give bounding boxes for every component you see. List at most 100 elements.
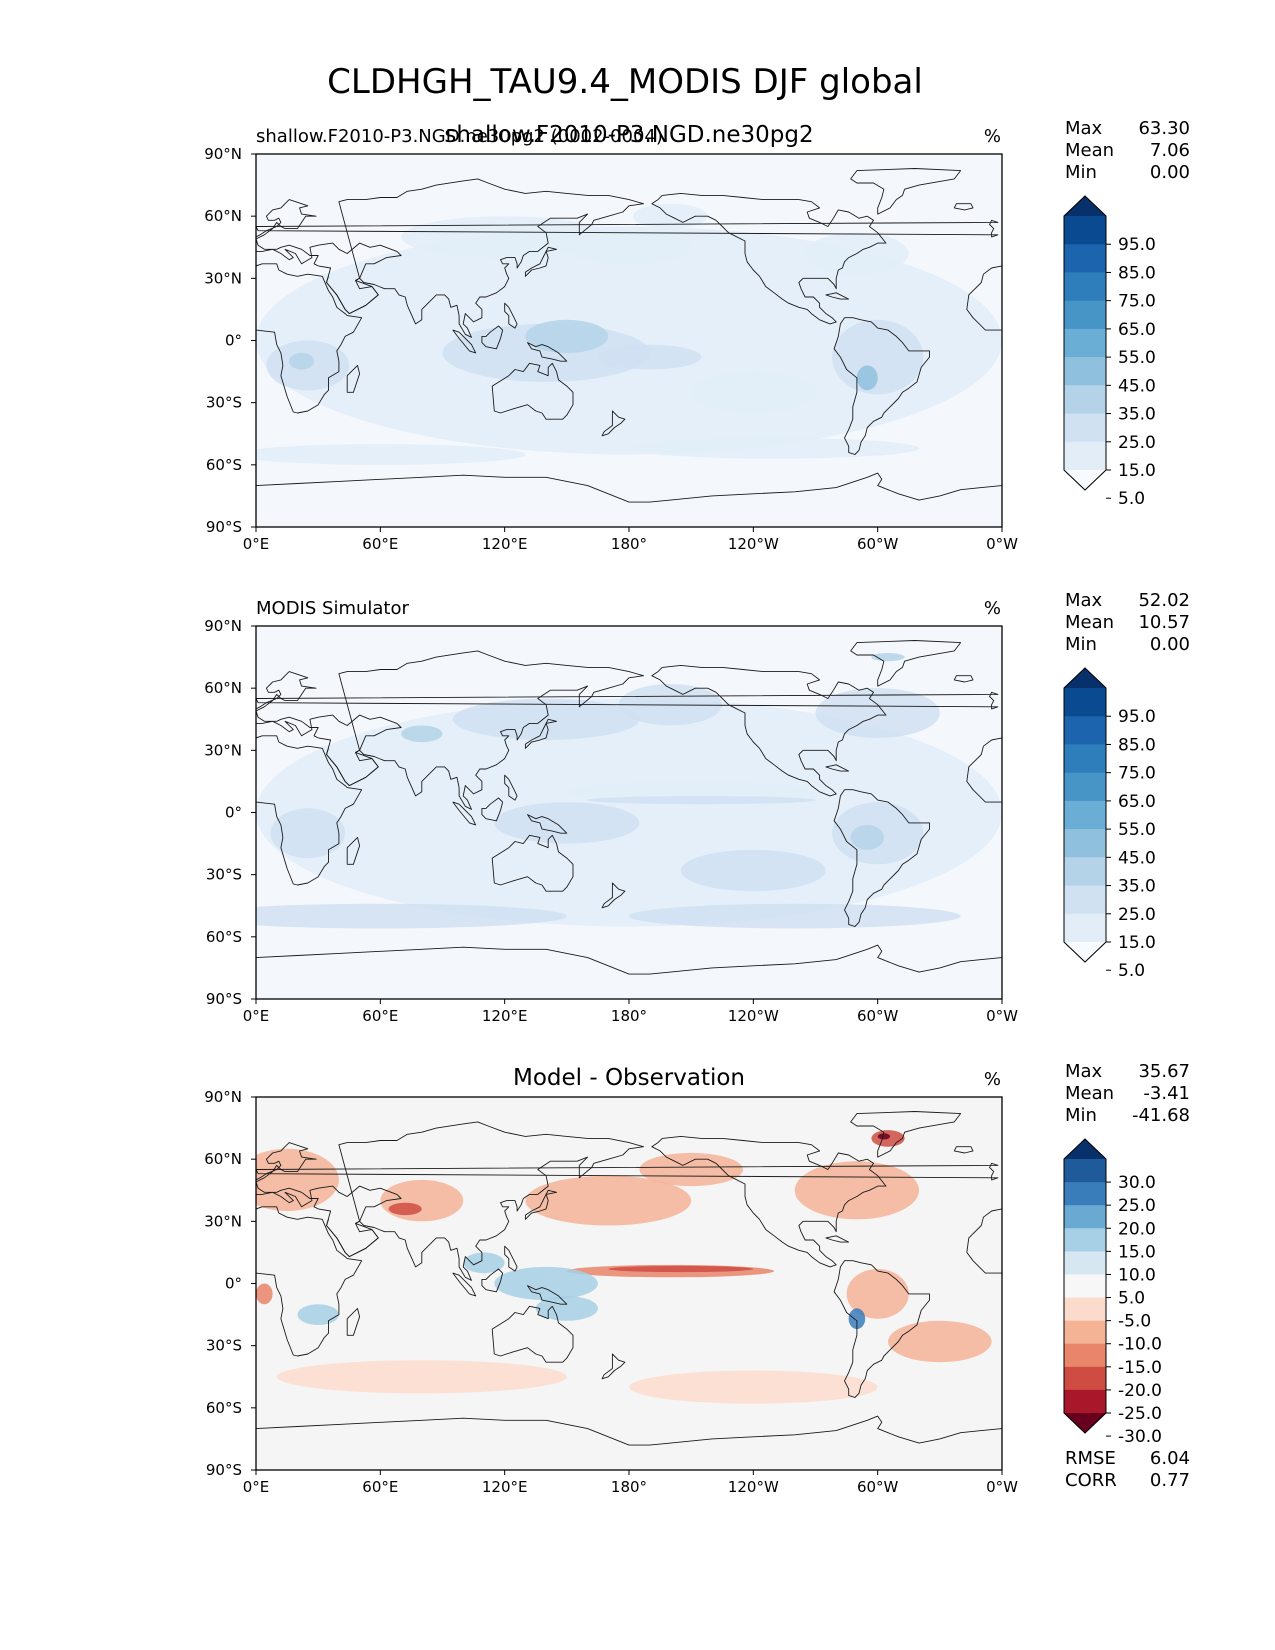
coastline-europe: [256, 671, 402, 787]
panel-center-label: shallow.F2010-P3.NGD.ne30pg2: [444, 122, 813, 148]
colorbar-segment: [1064, 1274, 1106, 1299]
coastline-britain: [256, 219, 999, 238]
y-tick-label: 90°S: [206, 1461, 242, 1479]
y-tick-label: 30°S: [206, 866, 242, 884]
x-tick-label: 0°W: [986, 535, 1018, 553]
coastline-cuba: [825, 764, 850, 772]
x-tick-label: 0°E: [243, 1478, 270, 1496]
field-contour: [566, 230, 692, 264]
colorbar-segment: [1064, 1182, 1106, 1206]
x-tick-label: 180°: [611, 1478, 647, 1496]
x-tick-label: 0°W: [986, 1007, 1018, 1025]
field-contour: [629, 903, 961, 929]
coastline-newZealand: [601, 410, 626, 437]
field-contour: [680, 849, 826, 892]
coastline-borneo: [481, 325, 504, 350]
colorbar-tick-label: 45.0: [1118, 848, 1156, 868]
colorbar-segment: [1064, 1228, 1106, 1252]
field-contour: [597, 344, 702, 370]
coastline-sumatra: [452, 329, 477, 354]
colorbar-tick-label: 35.0: [1118, 405, 1156, 425]
x-tick-label: 60°E: [362, 1007, 398, 1025]
colorbar-segment: [1064, 716, 1106, 745]
field-contour: [401, 725, 443, 743]
coastline-newGuinea: [527, 342, 568, 362]
panel-left-label: MODIS Simulator: [256, 598, 409, 619]
stat-label-min: Min: [1065, 634, 1097, 655]
colorbar-segment: [1064, 441, 1106, 471]
colorbar-segment: [1064, 413, 1106, 443]
coastline-greenland: [850, 168, 962, 215]
colorbar-tick-label: -5.0: [1118, 1312, 1151, 1332]
colorbar-segment: [1064, 772, 1106, 802]
y-tick-label: 0°: [225, 1275, 242, 1293]
x-tick-label: 0°E: [243, 535, 270, 553]
colorbar-segment: [1064, 272, 1106, 302]
coastline-japan: [524, 718, 557, 749]
coastline-southAmerica: [833, 1260, 930, 1398]
field-contour: [289, 352, 314, 370]
field-contour: [877, 1133, 891, 1140]
colorbar-tick-label: 10.0: [1118, 1265, 1156, 1285]
stat-value-max: 52.02: [1138, 590, 1190, 611]
coastline-asia: [338, 1121, 644, 1281]
colorbar-extend-min: [1064, 470, 1106, 490]
colorbar: 30.0 25.0 20.0 15.0 10.0 5.0 -5.0 -10.0 -15.0 -20…: [1063, 1138, 1162, 1447]
field-contour: [401, 216, 609, 258]
colorbar-segment: [1064, 244, 1106, 273]
stat-value-corr: 0.77: [1150, 1470, 1190, 1491]
colorbar: 95.0 85.0 75.0 65.0 55.0 45.0 35.0 25.0 15.0 5.0: [1063, 195, 1156, 509]
stat-value-mean: -3.41: [1143, 1083, 1190, 1104]
units-label: %: [984, 1069, 1001, 1090]
stat-value-mean: 7.06: [1150, 140, 1190, 161]
colorbar-tick-label: 95.0: [1118, 707, 1156, 727]
colorbar-tick-label: -15.0: [1118, 1358, 1162, 1378]
field-contour: [525, 1175, 692, 1226]
coastline-europe: [256, 1142, 402, 1258]
coastlines: [256, 1111, 1002, 1446]
stat-label-mean: Mean: [1065, 1083, 1114, 1104]
coastlines: [256, 168, 1002, 503]
x-tick-label: 120°W: [728, 1478, 779, 1496]
coastline-antarcticaLine: [256, 1415, 1002, 1446]
coastline-madagascar: [346, 836, 361, 865]
coastline-madagascar: [346, 1307, 361, 1336]
colorbar-tick-label: 35.0: [1118, 877, 1156, 897]
colorbar-tick-label: 75.0: [1118, 292, 1156, 312]
colorbar-extend-min: [1064, 1413, 1106, 1433]
x-tick-label: 60°W: [857, 1007, 899, 1025]
colorbar-tick-label: 25.0: [1118, 905, 1156, 925]
colorbar-tick-label: -20.0: [1118, 1381, 1162, 1401]
coastline-antarcticaLine: [256, 944, 1002, 975]
colorbar-segment: [1064, 744, 1106, 774]
x-tick-label: 60°E: [362, 1478, 398, 1496]
field-contour: [463, 1252, 505, 1274]
field-contour: [832, 319, 924, 395]
y-tick-label: 30°N: [204, 269, 242, 287]
y-tick-label: 90°S: [206, 518, 242, 536]
colorbar-tick-label: 15.0: [1118, 461, 1156, 481]
y-tick-label: 60°S: [206, 1399, 242, 1417]
colorbar-tick-label: 20.0: [1118, 1219, 1156, 1239]
field-contour: [452, 698, 640, 740]
coastline-newGuinea: [527, 814, 568, 834]
field-contour: [494, 1266, 598, 1301]
coastline-arabiaCap: [326, 1219, 379, 1258]
colorbar-segment: [1064, 1343, 1106, 1368]
panels-container: 0°E 60°E 120°E 180° 120°W 60°W 0°W 90°N 60°N 30°N…: [204, 118, 1190, 1496]
y-tick-label: 90°N: [204, 145, 242, 163]
coastline-japan: [524, 246, 557, 277]
field-contour: [639, 1152, 743, 1187]
units-label: %: [984, 126, 1001, 147]
panel-center-label: Model - Observation: [513, 1065, 745, 1091]
colorbar-segment: [1064, 1320, 1106, 1345]
colorbar-tick-label: 5.0: [1118, 1289, 1145, 1309]
field-contour: [270, 808, 346, 859]
stat-label-min: Min: [1065, 162, 1097, 183]
field-contour: [794, 1161, 920, 1220]
colorbar-tick-label: 85.0: [1118, 263, 1156, 283]
colorbar-tick-label: 15.0: [1118, 933, 1156, 953]
colorbar: 95.0 85.0 75.0 65.0 55.0 45.0 35.0 25.0 15.0 5.0: [1063, 667, 1156, 981]
y-tick-label: 30°S: [206, 394, 242, 412]
